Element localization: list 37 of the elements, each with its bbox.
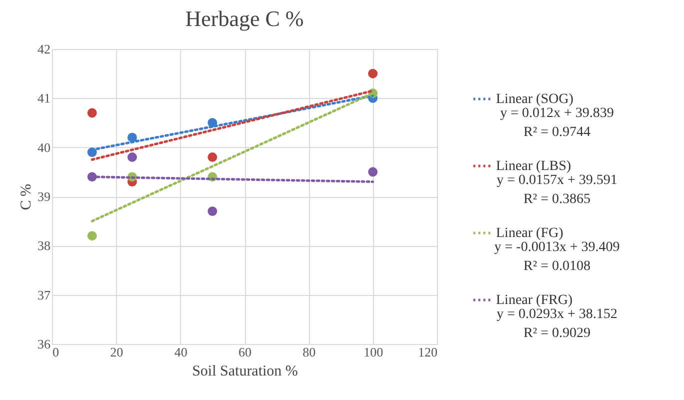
y-tick-label: 37	[38, 287, 51, 302]
point	[127, 152, 137, 162]
point	[87, 231, 97, 241]
y-axis-title: C %	[18, 184, 34, 210]
legend-label: Linear (FRG)	[496, 293, 573, 308]
y-tick-label: 40	[38, 140, 50, 155]
y-tick-label: 41	[38, 90, 50, 106]
point	[368, 167, 378, 177]
x-tick-label: 20	[110, 344, 124, 360]
text: y = 0.0293x + 38.152	[496, 307, 618, 322]
x-tick-label: 60	[238, 344, 252, 360]
y-tick-label: 38	[38, 238, 50, 254]
x-tick-label: 80	[302, 344, 316, 360]
text: y = -0.0013x + 39.409	[494, 240, 620, 255]
x-tick-label: 0	[52, 344, 59, 360]
y-tick-label: 39	[38, 189, 50, 204]
point	[208, 152, 218, 162]
x-axis-title: Soil Saturation %	[192, 364, 298, 380]
legend-label: Linear (SOG)	[496, 92, 574, 107]
x-tick-label: 120	[418, 344, 438, 360]
legend-label: Linear (LBS)	[496, 159, 572, 174]
text: R² = 0.9029	[524, 326, 590, 341]
text: y = 0.012x + 39.839	[500, 106, 614, 121]
y-tick-label: 36	[38, 336, 51, 352]
point	[368, 68, 378, 78]
point	[87, 108, 97, 118]
text: y = 0.0157x + 39.591	[496, 173, 618, 188]
text: R² = 0.9744	[524, 125, 590, 140]
chart-title: Herbage C %	[185, 6, 304, 31]
x-tick-label: 100	[364, 344, 384, 360]
text: R² = 0.0108	[524, 259, 590, 274]
point	[127, 132, 137, 142]
legend-label: Linear (FG)	[496, 226, 564, 241]
point	[208, 206, 218, 216]
text: R² = 0.3865	[524, 192, 590, 207]
y-tick-label: 42	[38, 42, 50, 56]
x-tick-label: 40	[174, 344, 188, 360]
